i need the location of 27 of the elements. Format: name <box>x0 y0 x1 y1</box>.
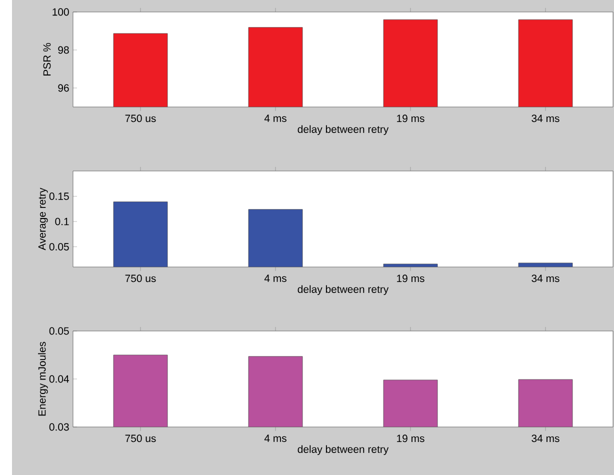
x-tick-label: 19 ms <box>397 274 424 282</box>
x-tick-label: 750 us <box>125 274 156 282</box>
y-tick-label: 0.04 <box>49 375 69 383</box>
x-tick-label: 19 ms <box>397 434 424 442</box>
x-tick-label: 34 ms <box>532 434 560 442</box>
x-axis-title: delay between retry <box>298 285 389 295</box>
y-tick-label: 98 <box>58 46 69 54</box>
x-tick-label: 4 ms <box>264 274 286 282</box>
x-tick-label: 750 us <box>125 434 156 442</box>
y-tick-label: 0.05 <box>49 327 69 335</box>
x-axis-title: delay between retry <box>298 125 389 135</box>
x-tick-label: 34 ms <box>532 114 560 122</box>
y-tick-label: 0.05 <box>49 243 69 250</box>
x-tick-label: 4 ms <box>264 114 286 122</box>
y-tick-label: 0.1 <box>55 218 69 226</box>
y-tick-label: 0.03 <box>49 423 69 431</box>
x-axis-title: delay between retry <box>298 445 389 455</box>
y-axis-title: PSR % <box>43 43 51 76</box>
x-tick-label: 4 ms <box>264 434 286 442</box>
y-axis-title: Average retry <box>38 188 48 250</box>
y-tick-label: 0.15 <box>49 192 69 200</box>
x-tick-label: 19 ms <box>397 114 424 122</box>
x-tick-label: 750 us <box>125 114 156 122</box>
y-tick-label: 96 <box>58 84 69 92</box>
y-axis-title: Energy mJoules <box>38 342 48 416</box>
y-tick-label: 100 <box>52 8 69 16</box>
x-tick-label: 34 ms <box>532 274 560 282</box>
